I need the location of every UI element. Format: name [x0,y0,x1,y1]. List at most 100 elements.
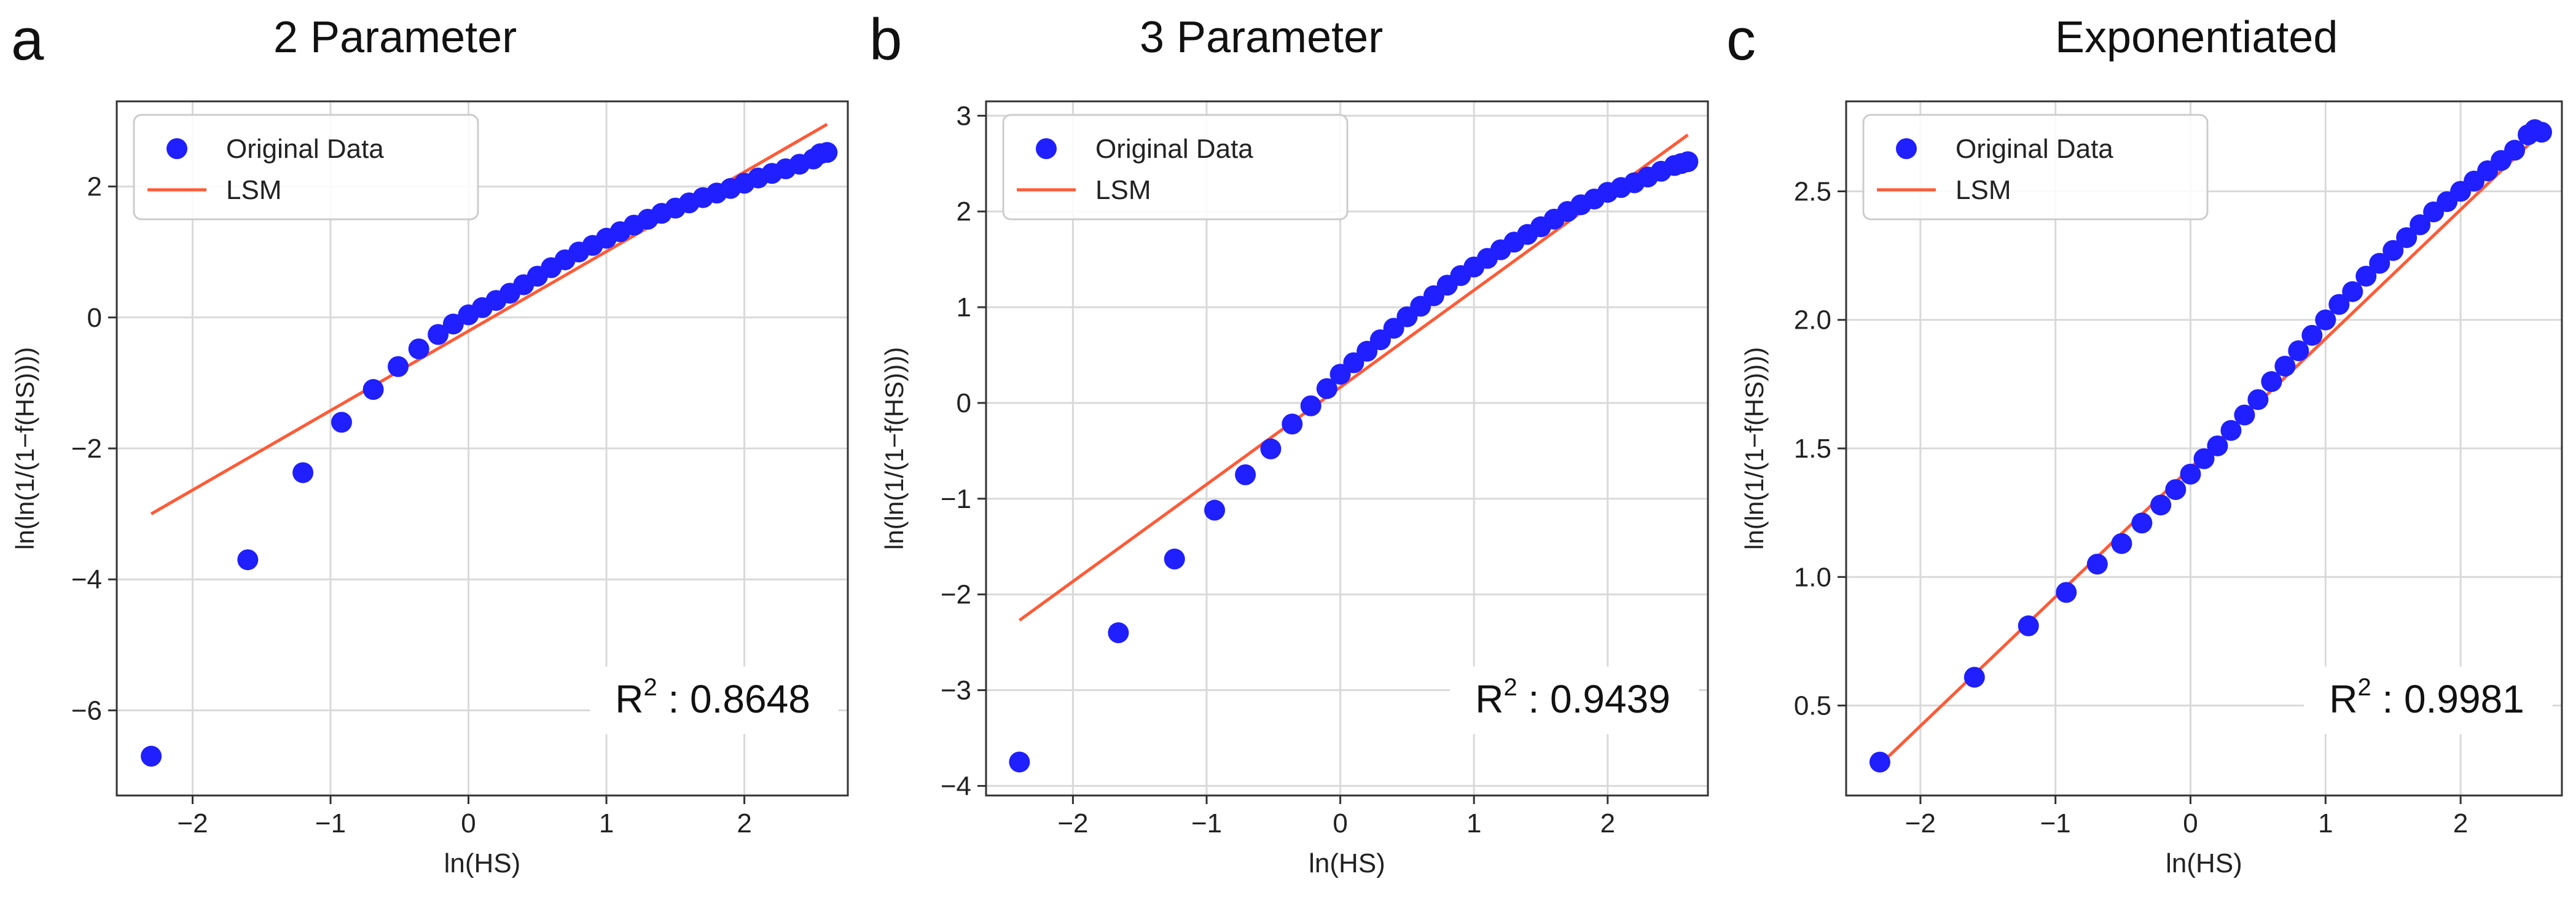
data-point [428,324,449,345]
panel-title-c: Exponentiated [2055,13,2338,62]
data-point [362,379,384,401]
data-point [2355,265,2377,287]
data-point [1282,413,1303,435]
legend-label-lsm: LSM [1095,175,1151,205]
y-tick-label: 0.5 [1794,691,1831,721]
panel-letter-c: c [1726,7,1756,72]
x-tick-label: 0 [2183,808,2198,838]
y-tick-label: −3 [941,676,971,706]
y-tick-label: −6 [71,695,102,725]
data-point [2111,533,2132,554]
y-tick-label: −4 [71,565,102,595]
x-axis-label: ln(HS) [1309,848,1385,878]
chart-exponentiated: −2 −1 0 1 2 0.5 1.0 1.5 2.0 2.5 ln(HS) ln(ln(1/(1−f… [1740,100,2563,878]
plot-frame [1845,100,2563,797]
data-point [442,313,464,335]
data-point [1963,666,1985,688]
data-point [2288,340,2309,361]
legend-label-original-data: Original Data [1955,134,2113,164]
data-point [816,142,838,163]
data-point [2086,553,2108,575]
plot-frame [115,100,849,797]
data-point [2234,404,2255,426]
legend-label-original-data: Original Data [1095,134,1253,164]
chart-2-parameter: −2 −1 0 1 2 −6 −4 −2 0 2 ln(HS) ln(ln(1/(1−f(HS))))… [10,100,849,878]
x-tick-label: 0 [1333,808,1347,838]
y-tick-label: 2.0 [1794,305,1831,335]
legend-label-lsm: LSM [1955,175,2011,205]
x-tick-label: 1 [1466,808,1481,838]
x-tick-label: 2 [1600,808,1615,838]
x-axis-label: ln(HS) [2166,848,2242,878]
data-point [1316,378,1337,399]
data-point [1300,395,1321,416]
y-tick-label: 2.5 [1794,176,1831,206]
x-tick-label: −1 [2040,808,2071,838]
data-point [2382,240,2404,261]
x-axis-label: ln(HS) [444,848,521,878]
legend-marker-original-data [1896,138,1917,159]
r-squared-annotation: R2 : 0.9439 [1475,674,1670,721]
data-point [2165,479,2186,500]
x-tick-label: 1 [599,808,614,838]
data-point [2315,309,2336,330]
x-tick-label: 1 [2318,808,2333,838]
x-tick-label: −2 [177,808,208,838]
legend-box [133,114,479,221]
data-point [2342,281,2363,302]
x-tick-label: −2 [1905,808,1936,838]
y-tick-label: −1 [941,484,971,514]
data-point [2301,324,2323,346]
data-point [2369,252,2390,274]
y-tick-label: −4 [941,771,971,801]
data-point [1108,622,1129,644]
y-tick-label: −2 [71,434,102,464]
panel-title-b: 3 Parameter [1140,13,1384,62]
y-tick-label: 0 [87,303,102,333]
panel-title-a: 2 Parameter [273,13,517,62]
r-squared-box [1450,666,1699,734]
data-point [2410,214,2431,235]
data-point [2504,139,2526,161]
data-point [2247,389,2269,410]
y-tick-label: 1.0 [1794,562,1831,592]
x-tick-label: −1 [1191,808,1222,838]
y-axis-label: ln(ln(1/(1−f(HS)))) [880,347,909,550]
legend-label-original-data: Original Data [226,134,384,164]
y-tick-label: 1.5 [1794,434,1831,464]
data-point [2207,435,2228,456]
x-tick-label: 2 [2453,808,2468,838]
r-squared-annotation: R2 : 0.9981 [2329,674,2524,721]
data-point [237,549,259,571]
y-tick-label: 2 [87,172,102,202]
legend-marker-original-data [166,138,187,159]
r-squared-box [590,666,839,734]
x-tick-label: −1 [315,808,346,838]
data-point [2531,122,2553,143]
data-point [1164,549,1185,570]
data-point [2056,582,2077,603]
data-point [2193,448,2215,469]
r-squared-annotation: R2 : 0.8648 [615,674,810,721]
chart-3-parameter: −2 −1 0 1 2 −4 −3 −2 −1 0 1 2 3 ln(HS) ln(ln(1/(1−f(HS… [880,100,1709,878]
legend-box [1862,114,2209,221]
y-tick-label: −2 [941,580,971,610]
data-point [388,356,409,377]
x-tick-label: −2 [1057,808,1088,838]
data-point [408,338,429,359]
y-axis-label: ln(ln(1/(1−f(HS)))) [1740,347,1769,550]
data-point [2220,420,2242,441]
data-point [2274,356,2296,377]
r-squared-box [2304,666,2553,734]
data-point [1204,499,1226,521]
x-tick-label: 0 [461,808,476,838]
data-point [2261,371,2282,393]
data-point [1677,151,1699,173]
x-tick-label: 2 [737,808,751,838]
data-point [1260,438,1282,459]
data-point [2328,294,2350,315]
panel-letter-a: a [11,7,44,72]
plot-frame [985,100,1709,797]
data-point [1235,464,1256,485]
data-point [2180,463,2201,485]
